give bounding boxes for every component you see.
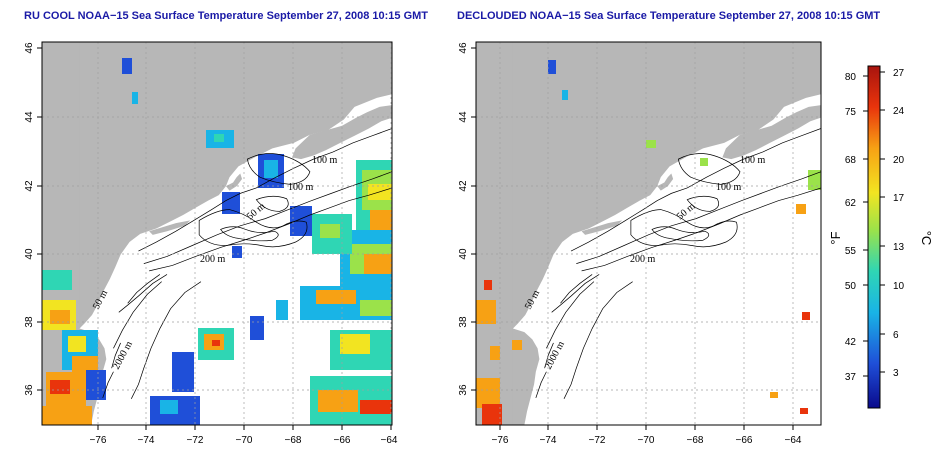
colorbar-celsius-label: °C [919, 231, 934, 246]
y-tick-label: 44 [24, 111, 35, 123]
y-tick-label: 40 [24, 248, 35, 260]
colorbar-c-tick: 13 [893, 242, 905, 253]
grid-right [476, 42, 821, 425]
x-tick-label: −64 [381, 435, 398, 446]
y-tick-label: 36 [24, 384, 35, 396]
colorbar-c-tick: 17 [893, 193, 905, 204]
colorbar-c-tick: 24 [893, 106, 905, 117]
colorbar-f-tick: 50 [845, 281, 857, 292]
x-tick-label: −68 [285, 435, 302, 446]
map-right: 100 m 100 m 50 m 200 m 50 m 2000 m −76 −… [458, 41, 822, 446]
y-tick-label: 38 [458, 316, 469, 328]
colorbar-c-tick: 20 [893, 155, 905, 166]
contour-label: 100 m [716, 182, 742, 193]
y-tick-label: 46 [458, 42, 469, 54]
x-tick-label: −76 [90, 435, 107, 446]
x-tick-label: −70 [236, 435, 253, 446]
contour-label: 100 m [312, 155, 338, 166]
panel-left-title: RU COOL NOAA−15 Sea Surface Temperature … [24, 10, 429, 22]
colorbar-f-tick: 68 [845, 155, 857, 166]
x-tick-label: −74 [138, 435, 155, 446]
contour-label: 100 m [740, 155, 766, 166]
x-tick-label: −72 [187, 435, 204, 446]
colorbar-fahrenheit-label: °F [828, 231, 843, 244]
y-tick-label: 36 [458, 384, 469, 396]
panel-right-title: DECLOUDED NOAA−15 Sea Surface Temperatur… [457, 10, 881, 22]
grid-left [42, 42, 392, 425]
colorbar-f-tick: 80 [845, 72, 857, 83]
x-tick-label: −64 [785, 435, 802, 446]
colorbar-c-tick: 6 [893, 330, 899, 341]
y-tick-label: 42 [458, 180, 469, 192]
colorbar: 80 75 68 62 55 50 42 37 27 24 20 17 13 1… [828, 65, 934, 409]
sst-patches-right [476, 60, 821, 425]
contour-label: 200 m [200, 254, 226, 265]
x-tick-label: −68 [687, 435, 704, 446]
map-left: 100 m 100 m 50 m 200 m 50 m 2000 m −76 −… [24, 41, 398, 446]
colorbar-c-tick: 3 [893, 368, 899, 379]
contour-label: 200 m [630, 254, 656, 265]
y-tick-label: 44 [458, 111, 469, 123]
x-tick-label: −66 [334, 435, 351, 446]
colorbar-c-tick: 27 [893, 68, 905, 79]
contour-label: 100 m [288, 182, 314, 193]
y-tick-label: 40 [458, 248, 469, 260]
colorbar-gradient [867, 65, 881, 409]
colorbar-f-tick: 55 [845, 246, 857, 257]
y-tick-label: 46 [24, 42, 35, 54]
colorbar-f-tick: 37 [845, 372, 857, 383]
x-tick-label: −74 [540, 435, 557, 446]
x-tick-label: −70 [638, 435, 655, 446]
x-tick-label: −72 [589, 435, 606, 446]
x-tick-label: −66 [736, 435, 753, 446]
y-tick-label: 42 [24, 180, 35, 192]
colorbar-f-tick: 42 [845, 337, 857, 348]
colorbar-c-tick: 10 [893, 281, 905, 292]
y-tick-label: 38 [24, 316, 35, 328]
colorbar-f-tick: 62 [845, 198, 857, 209]
x-tick-label: −76 [492, 435, 509, 446]
colorbar-f-tick: 75 [845, 107, 857, 118]
